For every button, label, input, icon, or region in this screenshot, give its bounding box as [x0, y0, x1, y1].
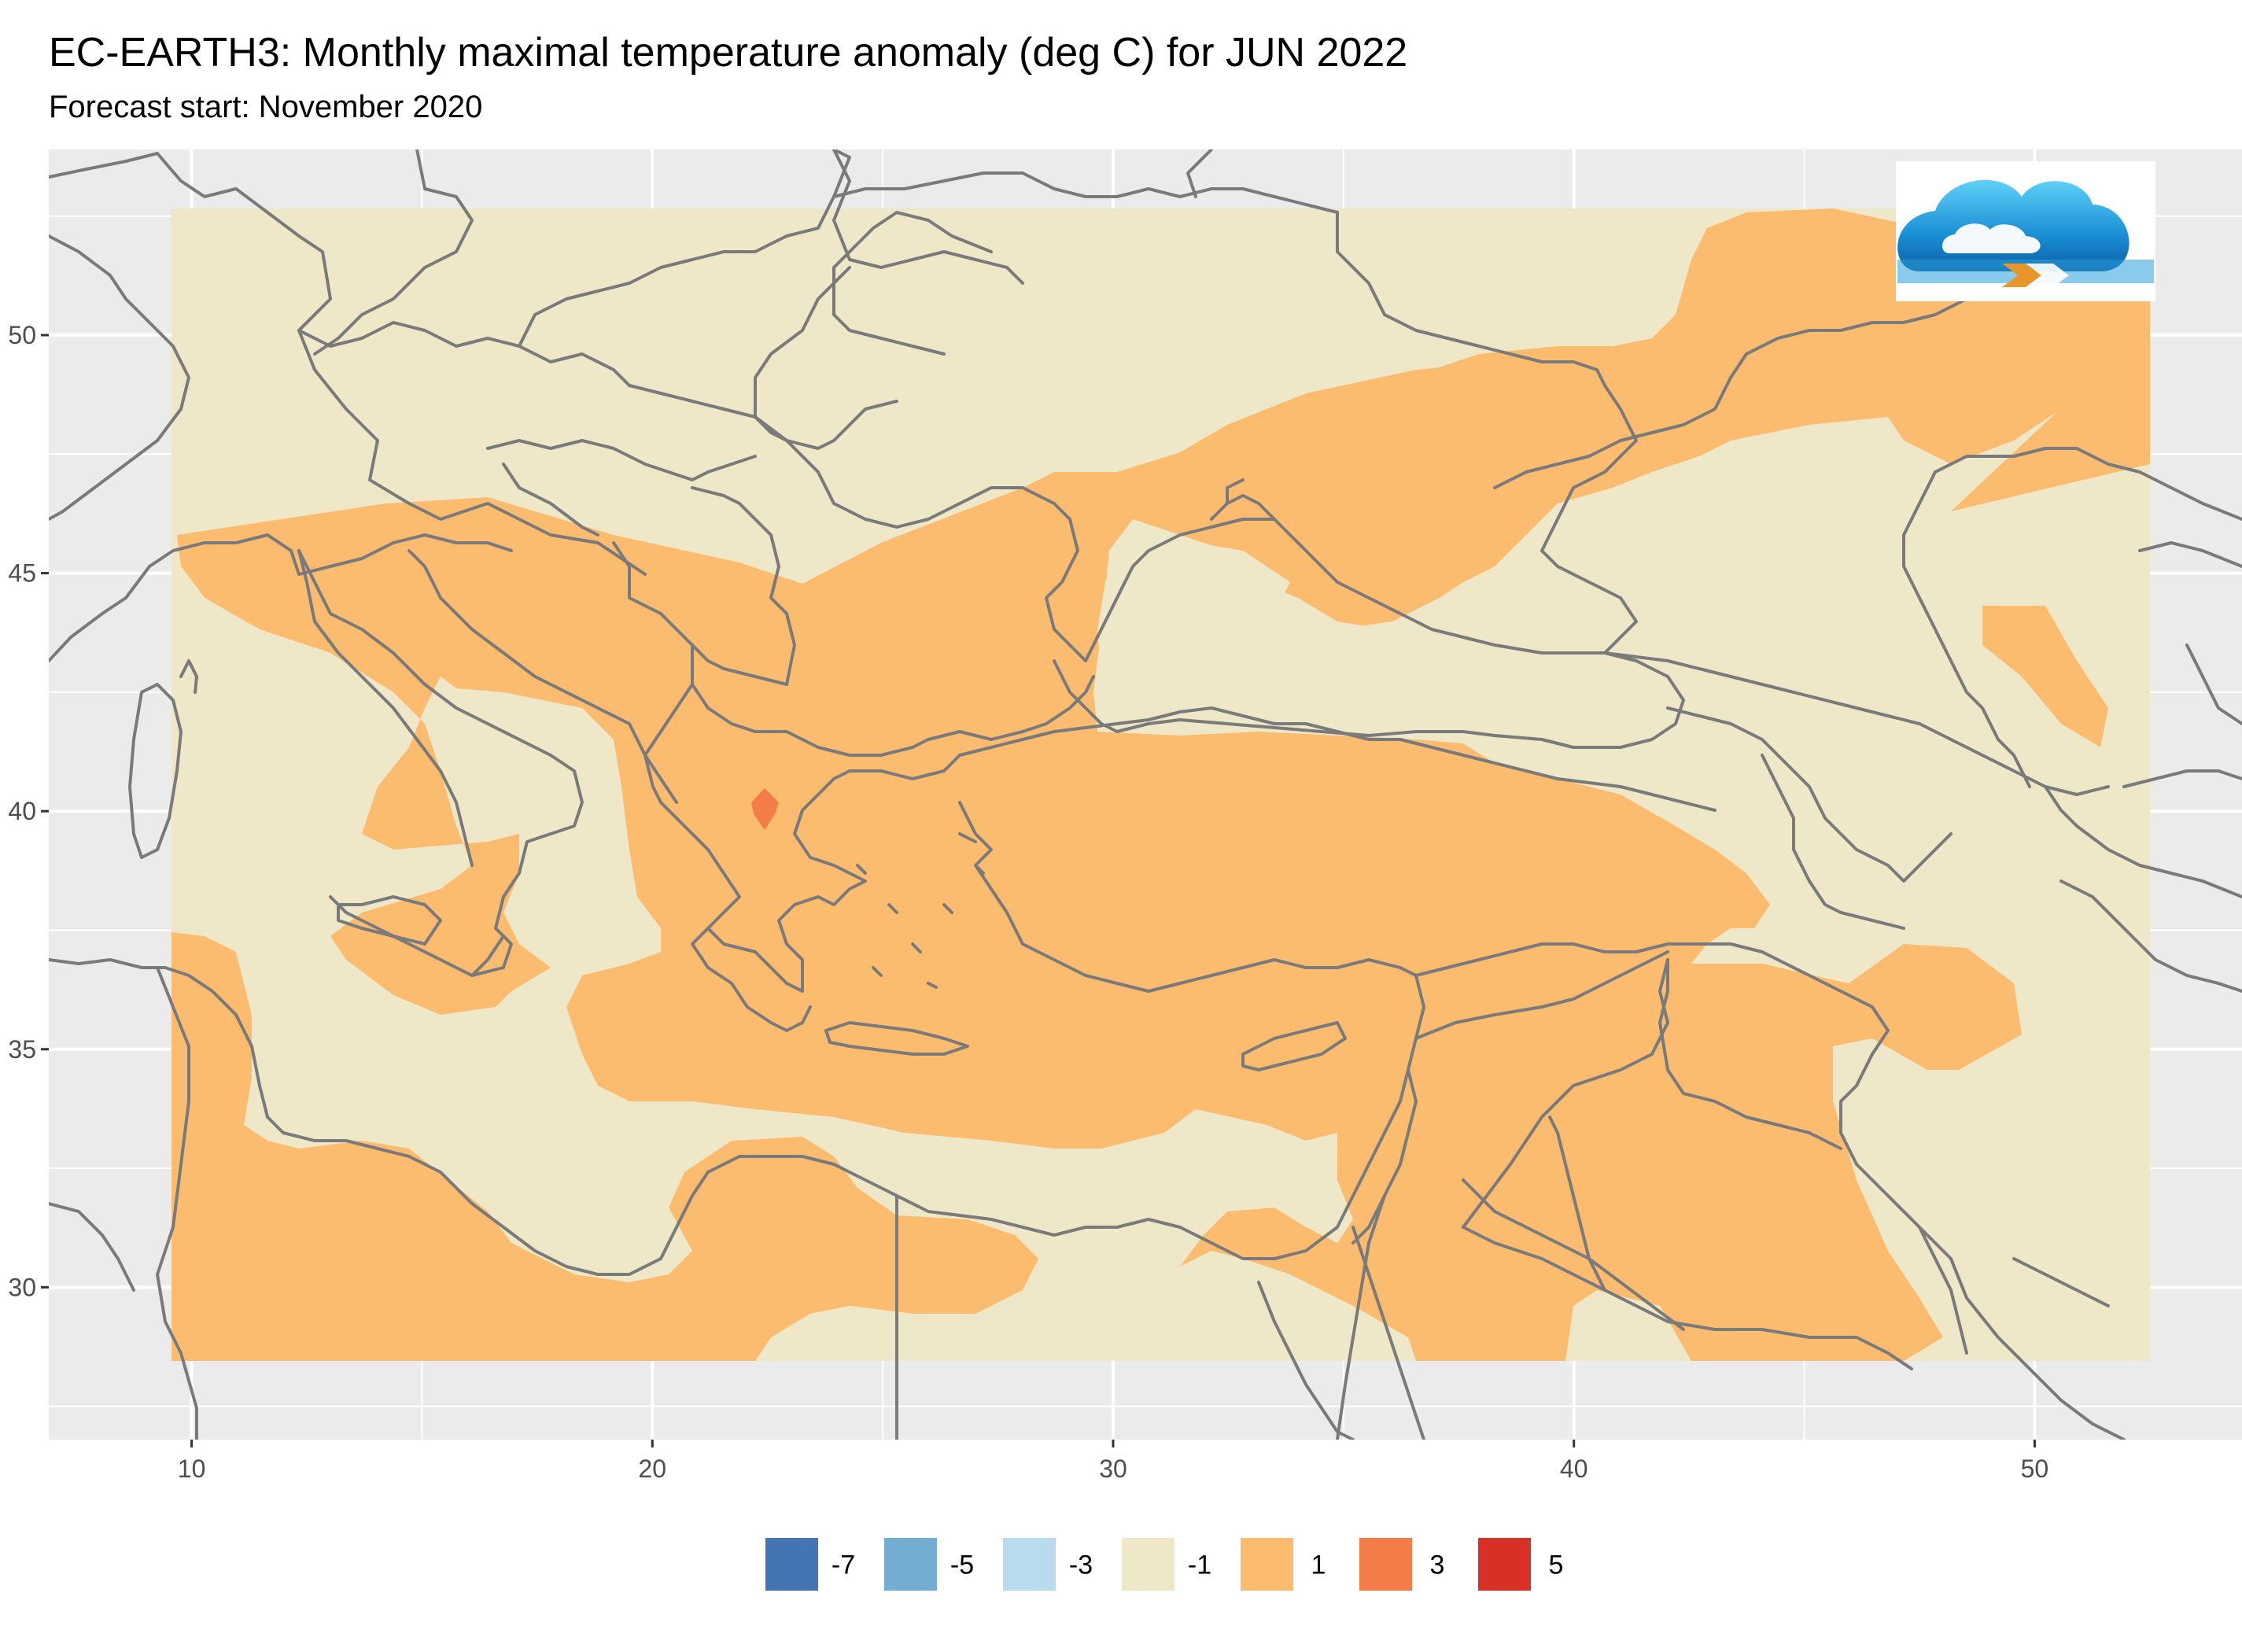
- anomaly-field-warm: [171, 208, 2150, 1361]
- cloud-logo-icon: [1896, 161, 2155, 301]
- legend-swatch: [1359, 1538, 1412, 1591]
- legend-swatch: [1241, 1538, 1293, 1591]
- legend-label: 5: [1549, 1551, 1564, 1580]
- x-axis: 10 20 30 40 50: [178, 1440, 2048, 1483]
- legend-swatch: [1478, 1538, 1531, 1591]
- legend-swatch: [884, 1538, 937, 1591]
- anomaly-field-cool-pockets: [171, 543, 1683, 928]
- x-tick-label: 20: [638, 1455, 666, 1483]
- x-tick-label: 10: [178, 1455, 206, 1483]
- anomaly-field-hot: [751, 788, 779, 830]
- x-tick-label: 50: [2021, 1455, 2049, 1483]
- country-borders: [49, 149, 2242, 1440]
- y-tick-label: 45: [8, 559, 36, 588]
- page-title: EC-EARTH3: Monthly maximal temperature a…: [49, 30, 1408, 76]
- legend-label: -5: [950, 1551, 974, 1580]
- y-tick-label: 35: [8, 1035, 36, 1064]
- legend-swatch: [1122, 1538, 1174, 1591]
- y-tick-label: 50: [8, 321, 36, 349]
- legend-swatch: [1003, 1538, 1056, 1591]
- x-tick-label: 40: [1560, 1455, 1588, 1483]
- legend-label: -3: [1069, 1551, 1093, 1580]
- y-tick-label: 30: [8, 1273, 36, 1301]
- y-axis: 30 35 40 45 50: [8, 321, 49, 1301]
- x-tick-label: 30: [1099, 1455, 1127, 1483]
- legend-label: -1: [1188, 1551, 1211, 1580]
- page-subtitle: Forecast start: November 2020: [49, 90, 483, 124]
- legend: -7 -5 -3 -1 1 3 5: [765, 1538, 1563, 1591]
- legend-label: -7: [832, 1551, 855, 1580]
- legend-swatch: [765, 1538, 818, 1591]
- y-tick-label: 40: [8, 797, 36, 825]
- legend-label: 1: [1311, 1551, 1326, 1580]
- legend-label: 3: [1430, 1551, 1445, 1580]
